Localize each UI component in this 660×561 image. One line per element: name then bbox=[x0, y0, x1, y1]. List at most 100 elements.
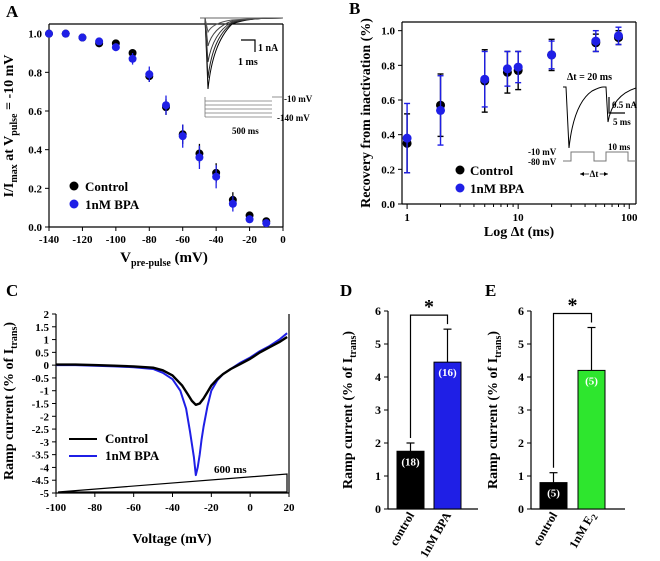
inset-scale-bar bbox=[241, 39, 256, 52]
panel-a-legend: Control 1nM BPA bbox=[69, 179, 140, 212]
panel-d-significance-star: * bbox=[424, 296, 434, 318]
legend-control-marker bbox=[455, 165, 465, 175]
panel-a-y-tick-label: 0.8 bbox=[28, 67, 42, 79]
panel-a-point bbox=[95, 37, 104, 46]
panel-c-bpa-trace bbox=[56, 332, 288, 477]
panel-c-x-tick-label: 0 bbox=[247, 502, 253, 514]
inset-trace-4 bbox=[204, 17, 284, 47]
panel-c-y-tick-label: 0.5 bbox=[35, 347, 49, 359]
panel-c-y-tick-label: 2 bbox=[44, 309, 50, 321]
panel-d-y-tick-label: 0 bbox=[375, 502, 381, 516]
panel-e-category-text: 1nM E bbox=[566, 513, 596, 550]
legend-bpa-marker bbox=[69, 199, 79, 209]
panel-c-x-label: Voltage (mV) bbox=[132, 532, 212, 547]
panel-a-point bbox=[78, 33, 87, 42]
panel-d-y-tick-label: 4 bbox=[375, 370, 381, 384]
panel-a-y-tick-label: 1.0 bbox=[28, 29, 42, 41]
legend-control-label: Control bbox=[470, 163, 513, 178]
legend-control-label: Control bbox=[105, 431, 148, 446]
panel-d-y-tick-label: 1 bbox=[375, 469, 381, 483]
panel-b-point bbox=[547, 50, 557, 60]
panel-b-x-tick-label: 100 bbox=[621, 212, 638, 224]
panel-e-y-tick-label: 5 bbox=[518, 337, 524, 351]
panel-b-points bbox=[402, 26, 623, 174]
panel-c-x-tick-label: -100 bbox=[46, 502, 67, 514]
panel-b-point bbox=[402, 133, 412, 143]
panel-d-category-text: control bbox=[387, 509, 418, 548]
panel-a-y-tick-label: 0.6 bbox=[28, 106, 42, 118]
inset-scale-current: 0.5 nA bbox=[612, 100, 638, 110]
panel-a-x-tick-label: -20 bbox=[242, 234, 257, 246]
panel-e-bar bbox=[577, 369, 606, 510]
panel-a-x-tick-label: -140 bbox=[39, 234, 60, 246]
panel-e-y-tick-label: 4 bbox=[518, 370, 524, 384]
panel-a-protocol-inset: -10 mV -140 mV 500 ms bbox=[204, 94, 313, 136]
panel-d-bars: (18) control (16) 1nM BPA bbox=[387, 328, 462, 560]
panel-b-x-tick-label: 1 bbox=[404, 212, 410, 224]
panel-a-label: A bbox=[6, 2, 19, 21]
panel-b-protocol-inset: -10 mV -80 mV 10 ms Δt Δt bbox=[528, 142, 636, 181]
panel-c-y-tick-label: 1 bbox=[44, 335, 50, 347]
panel-b-point bbox=[513, 62, 523, 72]
panel-d-n-label: (16) bbox=[438, 367, 457, 379]
protocol-label-hold: -80 mV bbox=[528, 157, 557, 167]
protocol-label-test: -10 mV bbox=[284, 94, 313, 104]
panel-a-point bbox=[45, 29, 53, 38]
protocol-label-test: -10 mV bbox=[528, 147, 557, 157]
panel-d-label: D bbox=[340, 281, 352, 300]
legend-bpa-label: 1nM BPA bbox=[105, 448, 160, 463]
inset-scale-time: 1 ms bbox=[238, 57, 258, 68]
panel-b-y-label: Recovery from inactivation (%) bbox=[359, 18, 374, 208]
panel-a-y-tick-label: 0.2 bbox=[28, 183, 42, 195]
panel-d-significance-bracket bbox=[409, 314, 449, 438]
panel-d: D 0 1 2 3 4 5 6 (18) control (16) 1nM BPA * Ramp … bbox=[340, 281, 478, 560]
panel-a-point bbox=[262, 219, 271, 228]
panel-c-y-tick-label: -1 bbox=[40, 386, 49, 398]
panel-a-points bbox=[45, 29, 271, 228]
panel-c-y-tick-label: -2.5 bbox=[32, 424, 50, 436]
panel-e-n-label: (5) bbox=[585, 375, 598, 387]
panel-b-x-tick-label: 10 bbox=[513, 212, 525, 224]
panel-c-x-tick-label: -60 bbox=[126, 502, 141, 514]
panel-e-significance-star: * bbox=[568, 295, 578, 317]
panel-a-point bbox=[212, 172, 221, 181]
panel-a-y-tick-label: 0.4 bbox=[28, 145, 42, 157]
panel-a-point bbox=[128, 54, 137, 63]
panel-a-x-tick-label: -120 bbox=[72, 234, 93, 246]
protocol-label-duration: 10 ms bbox=[608, 142, 631, 152]
protocol-waveform bbox=[563, 151, 636, 162]
panel-c-y-tick-label: 0 bbox=[44, 360, 50, 372]
panel-c-x-ticks: -100 -80 -60 -40 -20 0 20 bbox=[46, 493, 295, 514]
panel-c-x-tick-label: -40 bbox=[165, 502, 180, 514]
panel-a-point bbox=[245, 215, 254, 224]
panel-b-point bbox=[591, 36, 601, 46]
panel-e-y-tick-label: 3 bbox=[518, 403, 524, 417]
panel-e-bars: (5) control (5) 1nM E2 bbox=[530, 326, 606, 551]
panel-c-legend: Control 1nM BPA bbox=[69, 431, 160, 463]
panel-b-x-ticks: 1 10 100 bbox=[404, 204, 638, 224]
panel-c-x-tick-label: 20 bbox=[284, 502, 296, 514]
ramp-protocol-wedge bbox=[57, 473, 288, 493]
panel-a-x-tick-label: -100 bbox=[106, 234, 127, 246]
protocol-label-duration: 500 ms bbox=[232, 126, 259, 136]
panel-e-significance-bracket bbox=[552, 312, 593, 468]
panel-d-category-label: control bbox=[387, 509, 418, 548]
panel-b-legend: Control 1nM BPA bbox=[455, 163, 525, 196]
panel-a-point bbox=[61, 29, 70, 38]
inset-title: Δt = 20 ms bbox=[567, 72, 612, 83]
legend-bpa-label: 1nM BPA bbox=[85, 197, 140, 212]
panel-b-point bbox=[480, 74, 490, 84]
panel-c: C -100 -80 -60 -40 -20 0 20 21.510.50-0.5-1-1.… bbox=[2, 281, 295, 547]
panel-c-y-ticks: 21.510.50-0.5-1-1.5-2-2.5-3-3.5-4-4.5-5 bbox=[32, 309, 56, 500]
panel-c-y-tick-label: -3.5 bbox=[32, 450, 50, 462]
panel-b-y-tick-label: 0.8 bbox=[381, 60, 395, 72]
protocol-label-dt-halo: Δt bbox=[590, 169, 599, 179]
panel-a-y-ticks: 0.0 0.2 0.4 0.6 0.8 1.0 bbox=[28, 29, 49, 234]
panel-d-significance: * bbox=[409, 296, 449, 438]
panel-e-category-label: control bbox=[530, 509, 561, 548]
panel-d-y-tick-label: 5 bbox=[375, 337, 381, 351]
legend-control-label: Control bbox=[85, 179, 128, 194]
panel-b-y-tick-label: 0.2 bbox=[381, 164, 395, 176]
panel-a-x-tick-label: -60 bbox=[175, 234, 190, 246]
